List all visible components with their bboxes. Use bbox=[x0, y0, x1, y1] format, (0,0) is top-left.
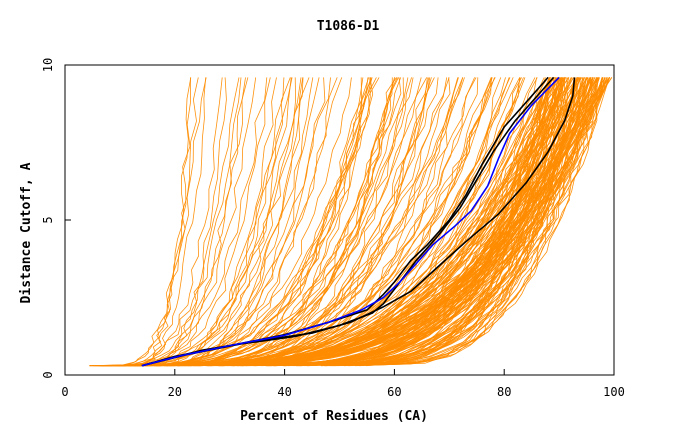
background-curve bbox=[134, 77, 493, 367]
background-curve bbox=[117, 77, 493, 367]
background-curve bbox=[105, 77, 242, 367]
series-highlight-black-3 bbox=[141, 77, 576, 367]
background-curve bbox=[128, 77, 227, 367]
background-curve bbox=[116, 77, 464, 367]
background-curve bbox=[154, 77, 496, 367]
background-curve bbox=[193, 77, 398, 367]
background-curve bbox=[198, 77, 606, 367]
background-curve bbox=[101, 77, 370, 367]
background-curve bbox=[124, 77, 479, 367]
background-curve bbox=[197, 77, 409, 367]
background-curve bbox=[267, 77, 598, 367]
y-tick-label: 5 bbox=[41, 216, 55, 223]
background-curve bbox=[283, 77, 558, 367]
background-curve bbox=[97, 77, 207, 367]
background-curve bbox=[296, 77, 593, 367]
background-curves bbox=[89, 77, 613, 367]
background-curve bbox=[296, 77, 610, 367]
background-curve bbox=[269, 77, 587, 367]
background-curve bbox=[125, 77, 277, 367]
background-curve bbox=[108, 77, 380, 367]
x-tick-label: 80 bbox=[497, 385, 511, 399]
background-curve bbox=[334, 77, 604, 367]
background-curve bbox=[101, 77, 459, 367]
background-curve bbox=[130, 77, 550, 367]
background-curve bbox=[193, 77, 428, 367]
background-curve bbox=[106, 77, 249, 367]
background-curve bbox=[166, 77, 558, 367]
background-curve bbox=[110, 77, 399, 367]
background-curve bbox=[143, 77, 439, 367]
background-curve bbox=[109, 77, 343, 367]
background-curve bbox=[122, 77, 314, 367]
background-curve bbox=[177, 77, 578, 367]
background-curve bbox=[118, 77, 207, 367]
background-curve bbox=[147, 77, 569, 367]
background-curve bbox=[273, 77, 588, 367]
background-curve bbox=[125, 77, 338, 367]
background-curve bbox=[236, 77, 610, 367]
background-curve bbox=[113, 77, 304, 367]
background-curve bbox=[119, 77, 395, 367]
background-curve bbox=[144, 77, 600, 367]
background-curve bbox=[103, 77, 199, 367]
background-curve bbox=[304, 77, 591, 367]
background-curve bbox=[219, 77, 575, 367]
background-curve bbox=[136, 77, 304, 367]
x-tick-label: 40 bbox=[277, 385, 291, 399]
background-curve bbox=[215, 77, 561, 367]
background-curve bbox=[118, 77, 566, 367]
background-curve bbox=[100, 77, 257, 367]
y-axis-label: Distance Cutoff, A bbox=[19, 162, 34, 303]
y-tick-label: 10 bbox=[41, 58, 55, 72]
series-highlight-blue bbox=[141, 76, 560, 367]
background-curve bbox=[116, 77, 377, 367]
y-tick-label: 0 bbox=[41, 371, 55, 378]
x-tick-label: 0 bbox=[61, 385, 68, 399]
x-axis-label: Percent of Residues (CA) bbox=[240, 409, 428, 424]
background-curve bbox=[92, 77, 240, 367]
background-curve bbox=[189, 77, 431, 367]
x-tick-label: 60 bbox=[387, 385, 401, 399]
background-curve bbox=[117, 77, 285, 367]
series-highlight-black-2 bbox=[141, 76, 555, 367]
x-tick-label: 20 bbox=[168, 385, 182, 399]
background-curve bbox=[265, 77, 583, 367]
background-curve bbox=[100, 77, 268, 367]
background-curve bbox=[217, 77, 606, 367]
background-curve bbox=[132, 77, 320, 367]
background-curve bbox=[115, 77, 246, 367]
axis-ticks: 0 20 40 60 80 100 0 5 10 bbox=[41, 58, 625, 399]
chart-title: T1086-D1 bbox=[317, 19, 380, 34]
background-curve bbox=[89, 77, 546, 367]
background-curve bbox=[95, 77, 465, 367]
background-curve bbox=[221, 77, 556, 367]
x-tick-label: 100 bbox=[603, 385, 625, 399]
background-curve bbox=[320, 77, 599, 367]
background-curve bbox=[187, 77, 573, 367]
background-curve bbox=[133, 77, 372, 367]
background-curve bbox=[239, 77, 609, 367]
background-curve bbox=[332, 77, 611, 367]
background-curve bbox=[299, 77, 586, 367]
background-curve bbox=[324, 77, 607, 367]
background-curve bbox=[296, 77, 550, 367]
background-curve bbox=[116, 77, 223, 367]
highlight-curves bbox=[141, 76, 576, 367]
